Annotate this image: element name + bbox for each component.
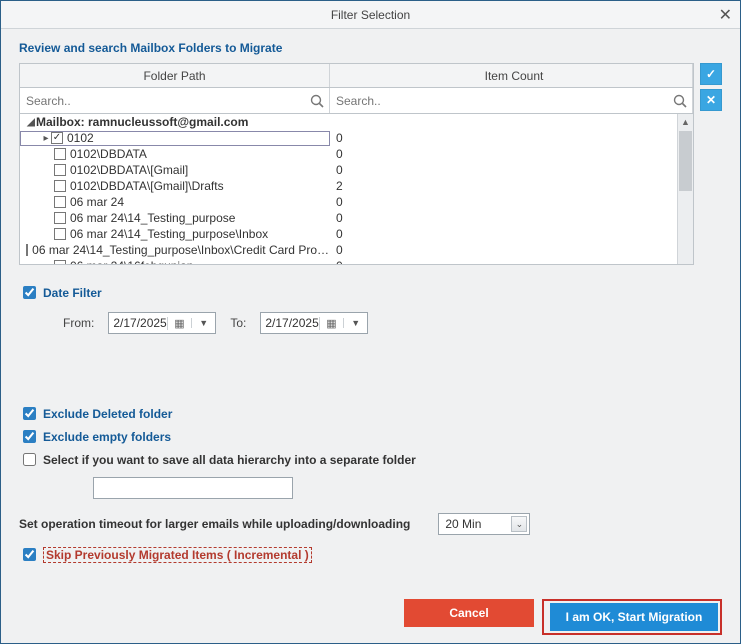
folder-label: 06 mar 24: [70, 195, 124, 209]
separate-folder-label: Select if you want to save all data hier…: [43, 453, 416, 467]
separate-folder-input[interactable]: [93, 477, 293, 499]
close-icon[interactable]: ✕: [719, 5, 732, 25]
item-count: 0: [330, 227, 693, 241]
grid-scrollbar[interactable]: ▲: [677, 114, 693, 264]
folder-label: 0102: [67, 131, 94, 145]
cancel-button[interactable]: Cancel: [404, 599, 534, 627]
select-all-button[interactable]: ✓: [700, 63, 722, 85]
start-migration-button[interactable]: I am OK, Start Migration: [550, 603, 718, 631]
mailbox-row[interactable]: ◢Mailbox: ramnucleussoft@gmail.com: [20, 114, 693, 130]
exclude-deleted-label: Exclude Deleted folder: [43, 407, 172, 421]
from-date-field[interactable]: 2/17/2025 ▦ ▼: [108, 312, 216, 334]
mailbox-label: Mailbox: ramnucleussoft@gmail.com: [36, 115, 248, 129]
folder-checkbox[interactable]: [54, 148, 66, 160]
skip-row: Skip Previously Migrated Items ( Increme…: [19, 545, 722, 564]
folder-label: 06 mar 24\16febgunjan: [70, 259, 193, 264]
exclude-deleted-checkbox[interactable]: [23, 407, 36, 420]
timeout-value: 20 Min: [445, 517, 481, 531]
from-date-value: 2/17/2025: [113, 316, 166, 330]
folder-label: 06 mar 24\14_Testing_purpose\Inbox: [70, 227, 268, 241]
timeout-label: Set operation timeout for larger emails …: [19, 517, 410, 531]
item-count: 0: [330, 163, 693, 177]
date-inputs: From: 2/17/2025 ▦ ▼ To: 2/17/2025 ▦ ▼: [19, 312, 722, 334]
skip-label: Skip Previously Migrated Items ( Increme…: [43, 547, 312, 563]
date-filter-label: Date Filter: [43, 286, 102, 300]
folder-checkbox[interactable]: [54, 228, 66, 240]
chevron-down-icon[interactable]: ▼: [191, 318, 215, 328]
expand-icon[interactable]: ▸: [41, 133, 51, 144]
to-date-value: 2/17/2025: [265, 316, 318, 330]
search-input-path[interactable]: [24, 93, 309, 109]
search-item-count[interactable]: [330, 88, 693, 113]
window-title: Filter Selection: [331, 8, 410, 22]
calendar-icon[interactable]: ▦: [319, 317, 343, 330]
titlebar: Filter Selection ✕: [1, 1, 740, 29]
separate-folder-checkbox[interactable]: [23, 453, 36, 466]
folder-checkbox[interactable]: [54, 212, 66, 224]
search-input-count[interactable]: [334, 93, 672, 109]
table-row[interactable]: 06 mar 24\14_Testing_purpose 0: [20, 210, 693, 226]
footer-buttons: Cancel I am OK, Start Migration: [19, 583, 722, 635]
table-row[interactable]: 0102\DBDATA 0: [20, 146, 693, 162]
folder-label: 0102\DBDATA\[Gmail]\Drafts: [70, 179, 224, 193]
table-row[interactable]: 06 mar 24 0: [20, 194, 693, 210]
folder-label: 06 mar 24\14_Testing_purpose\Inbox\Credi…: [32, 243, 329, 257]
grid-search-row: [20, 88, 693, 114]
col-item-count[interactable]: Item Count: [330, 64, 693, 87]
table-row[interactable]: ▸ 0102 0: [20, 130, 693, 146]
calendar-icon[interactable]: ▦: [167, 317, 191, 330]
table-row[interactable]: 06 mar 24\14_Testing_purpose\Inbox\Credi…: [20, 242, 693, 258]
separate-folder-row: Select if you want to save all data hier…: [19, 450, 722, 469]
review-label: Review and search Mailbox Folders to Mig…: [19, 41, 722, 55]
folder-label: 0102\DBDATA: [70, 147, 147, 161]
folder-checkbox[interactable]: [54, 180, 66, 192]
chevron-down-icon[interactable]: ▼: [343, 318, 367, 328]
to-label: To:: [230, 316, 246, 330]
scroll-thumb[interactable]: [679, 131, 692, 191]
folder-grid: Folder Path Item Count: [19, 63, 694, 265]
from-label: From:: [63, 316, 94, 330]
content-area: Review and search Mailbox Folders to Mig…: [1, 29, 740, 643]
exclude-deleted-row: Exclude Deleted folder: [19, 404, 722, 423]
timeout-row: Set operation timeout for larger emails …: [19, 513, 722, 535]
skip-checkbox[interactable]: [23, 548, 36, 561]
col-folder-path[interactable]: Folder Path: [20, 64, 330, 87]
search-folder-path[interactable]: [20, 88, 330, 113]
folder-checkbox[interactable]: [54, 164, 66, 176]
to-date-field[interactable]: 2/17/2025 ▦ ▼: [260, 312, 368, 334]
scroll-up-icon[interactable]: ▲: [678, 114, 693, 130]
exclude-empty-label: Exclude empty folders: [43, 430, 171, 444]
grid-body: ◢Mailbox: ramnucleussoft@gmail.com ▸ 0102…: [20, 114, 693, 264]
folder-checkbox[interactable]: [54, 260, 66, 264]
item-count: 0: [330, 195, 693, 209]
table-row[interactable]: 06 mar 24\16febgunjan 0: [20, 258, 693, 264]
table-row[interactable]: 0102\DBDATA\[Gmail] 0: [20, 162, 693, 178]
date-filter-row: Date Filter: [19, 283, 722, 302]
item-count: 0: [330, 147, 693, 161]
item-count: 0: [330, 243, 693, 257]
exclude-empty-row: Exclude empty folders: [19, 427, 722, 446]
table-row[interactable]: 0102\DBDATA\[Gmail]\Drafts 2: [20, 178, 693, 194]
date-filter-checkbox[interactable]: [23, 286, 36, 299]
start-highlight: I am OK, Start Migration: [542, 599, 722, 635]
item-count: 0: [330, 131, 693, 145]
item-count: 0: [330, 259, 693, 264]
clear-all-button[interactable]: ✕: [700, 89, 722, 111]
search-icon: [672, 93, 688, 109]
exclude-empty-checkbox[interactable]: [23, 430, 36, 443]
folder-checkbox[interactable]: [26, 244, 28, 256]
folder-checkbox[interactable]: [51, 132, 63, 144]
folder-label: 06 mar 24\14_Testing_purpose: [70, 211, 235, 225]
filter-selection-window: Filter Selection ✕ Review and search Mai…: [0, 0, 741, 644]
timeout-select[interactable]: 20 Min ⌄: [438, 513, 530, 535]
grid-header: Folder Path Item Count: [20, 64, 693, 88]
search-icon: [309, 93, 325, 109]
side-buttons: ✓ ✕: [700, 63, 722, 111]
folder-checkbox[interactable]: [54, 196, 66, 208]
table-row[interactable]: 06 mar 24\14_Testing_purpose\Inbox 0: [20, 226, 693, 242]
item-count: 0: [330, 211, 693, 225]
chevron-down-icon[interactable]: ⌄: [511, 516, 527, 532]
folder-label: 0102\DBDATA\[Gmail]: [70, 163, 188, 177]
item-count: 2: [330, 179, 693, 193]
